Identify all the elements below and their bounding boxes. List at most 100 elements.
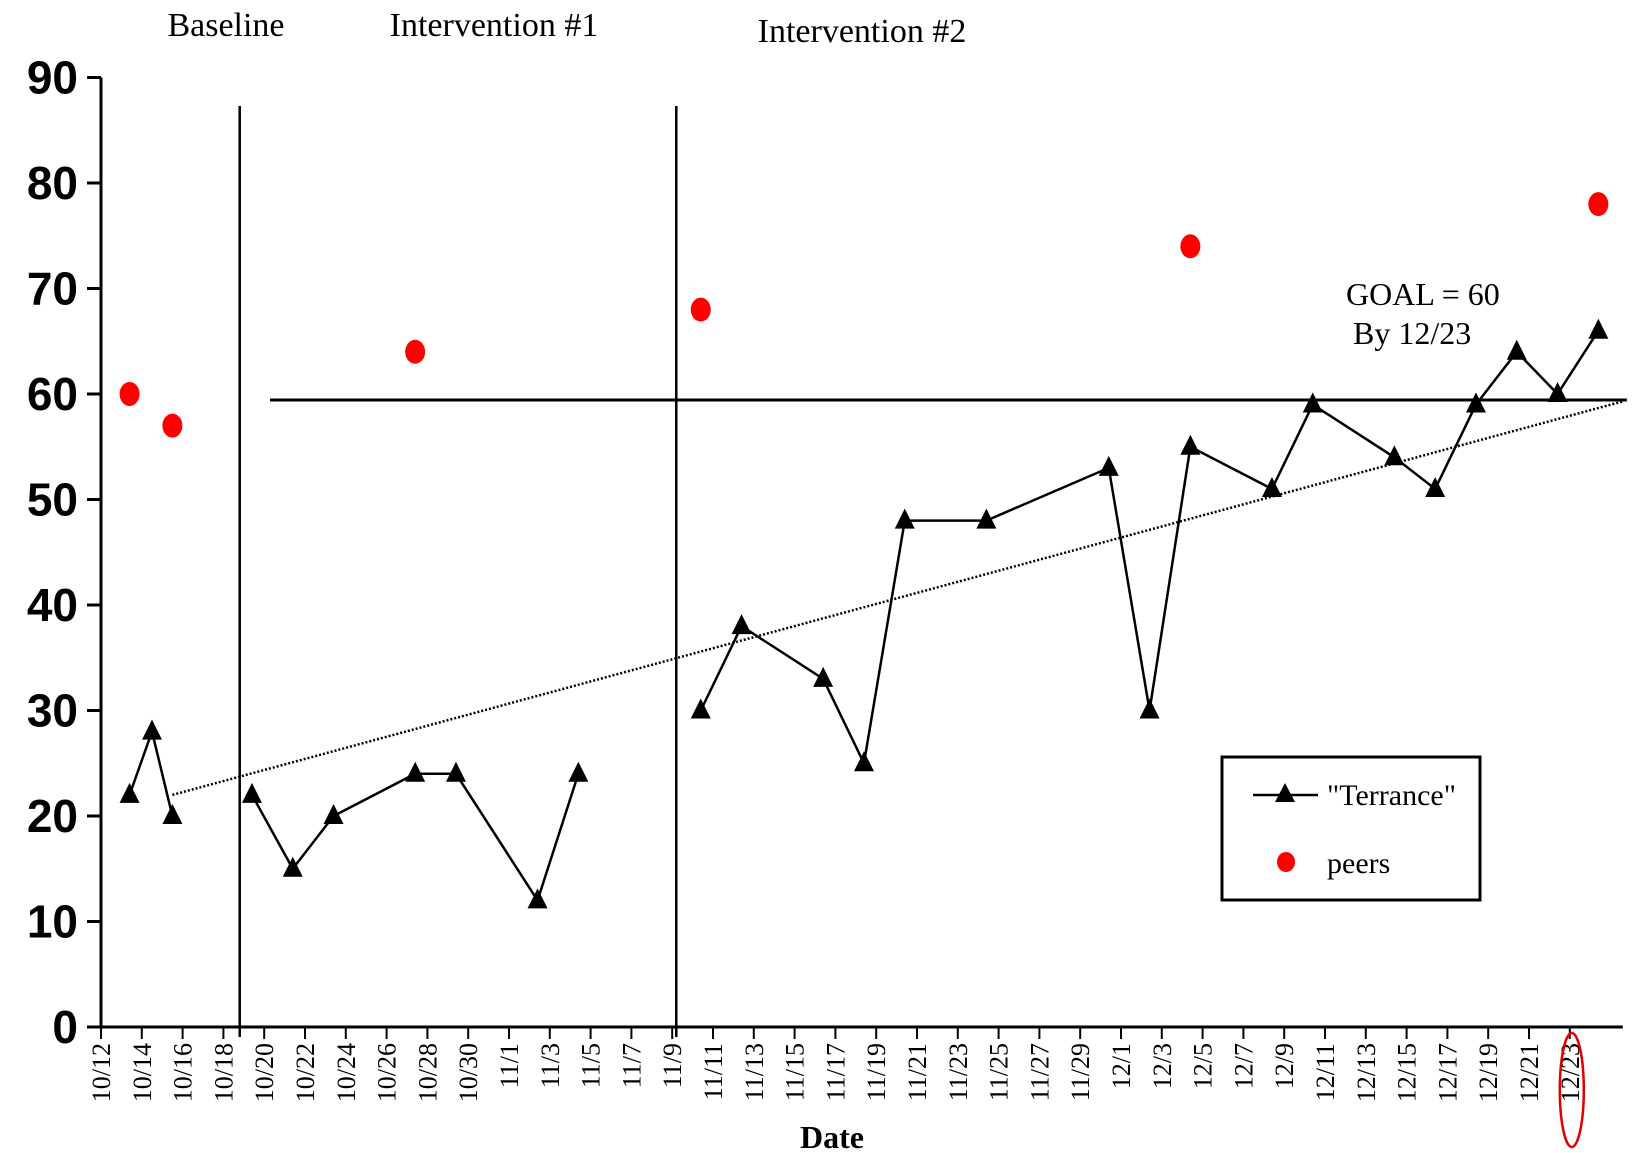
x-tick-label: 11/11 [699,1043,728,1100]
x-tick-label: 12/21 [1515,1043,1544,1102]
terrance-series-line [250,772,580,904]
terrance-point [1384,445,1405,466]
terrance-series-line [699,330,1600,768]
terrance-point [445,761,466,782]
goal-date-text: By 12/23 [1353,315,1471,351]
trend-line [172,400,1624,797]
terrance-point [894,508,915,529]
y-tick-label: 60 [27,368,78,420]
peers-point [1588,192,1609,217]
terrance-point [1302,392,1323,413]
terrance-point [162,804,183,824]
x-tick-label: 10/28 [413,1043,442,1102]
peers-point [162,413,183,438]
legend-terrance-marker [1275,783,1295,802]
terrance-point [976,508,997,529]
x-axis-label: Date [800,1119,864,1153]
peers-point [1180,234,1201,259]
x-tick-label: 10/18 [209,1043,238,1102]
terrance-point [1547,382,1568,402]
x-tick-label: 12/11 [1311,1043,1340,1101]
phase-label: Baseline [167,7,284,44]
phase-label: Intervention #2 [758,13,967,50]
terrance-point [1139,698,1160,719]
x-tick-label: 10/26 [373,1043,402,1102]
x-tick-label: 12/9 [1270,1043,1299,1089]
y-tick-label: 20 [27,790,78,842]
x-tick-label: 10/20 [250,1043,279,1102]
x-tick-label: 11/1 [495,1043,524,1088]
x-tick-label: 11/5 [577,1043,606,1088]
goal-text: GOAL = 60 [1346,276,1500,312]
terrance-point [731,614,752,635]
y-tick-label: 10 [27,896,78,948]
terrance-point [1261,476,1282,497]
terrance-point [1465,392,1486,413]
y-tick-label: 70 [27,263,78,315]
x-tick-label: 11/15 [781,1043,810,1101]
peers-point [405,339,426,364]
terrance-point [1425,476,1446,497]
x-tick-label: 12/1 [1107,1043,1136,1089]
x-tick-label: 10/12 [87,1043,116,1102]
x-tick-label: 12/19 [1474,1043,1503,1102]
y-tick-label: 80 [27,157,78,209]
axes: 0 10 20 30 40 50 60 70 80 90 10/12 10/14 10/16 10/18 1… [27,52,1623,1149]
x-tick-label: 12/5 [1189,1043,1218,1089]
terrance-series-line [128,727,174,817]
legend-box [1220,755,1482,902]
x-tick-label: 11/13 [740,1043,769,1101]
highlight-ellipse [1558,1031,1586,1149]
x-tick-label: 11/7 [617,1043,646,1088]
terrance-point [1588,318,1609,339]
terrance-point [1098,455,1119,476]
series-layer [119,192,1609,909]
legend-terrance-label: "Terrance" [1327,779,1456,812]
x-tick-label: 11/23 [944,1043,973,1101]
phase-lines [238,106,678,1037]
terrance-point [853,751,874,772]
peers-point [690,297,711,322]
x-tick-label: 10/30 [454,1043,483,1102]
x-tick-label: 12/3 [1148,1043,1177,1089]
y-tick-label: 40 [27,579,78,631]
text-layer: Date GOAL = 60 By 12/23 Baseline Interven… [167,7,1499,1153]
trend-layer [172,400,1624,797]
x-tick-label: 11/9 [658,1043,687,1088]
x-tick-label: 11/3 [536,1043,565,1088]
terrance-point [813,666,834,687]
x-tick-label: 11/17 [821,1043,850,1101]
x-tick-label: 11/29 [1066,1043,1095,1101]
x-tick-label: 10/16 [169,1043,198,1102]
x-tick-label: 12/7 [1229,1043,1258,1089]
terrance-point [1180,434,1201,455]
terrance-point [142,719,162,740]
terrance-point [1506,339,1527,360]
x-tick-label: 11/27 [1025,1043,1054,1101]
terrance-point [568,761,589,782]
x-tick-label: 10/24 [332,1043,361,1102]
phase-label: Intervention #1 [390,7,599,44]
x-tick-label: 11/25 [985,1043,1014,1101]
terrance-point [282,856,303,877]
terrance-point [241,782,262,803]
legend-peers-marker [1277,852,1295,872]
legend-peers-label: peers [1327,847,1390,880]
y-tick-label: 0 [52,1001,78,1053]
x-tick-label: 12/15 [1393,1043,1422,1102]
x-tick-label: 12/13 [1352,1043,1381,1102]
x-tick-label: 12/17 [1433,1043,1462,1102]
terrance-point [527,888,548,909]
x-tick-label: 11/19 [862,1043,891,1101]
x-tick-label: 10/22 [291,1043,320,1102]
terrance-point [690,698,711,719]
legend: "Terrance" peers [1220,755,1482,902]
terrance-point [323,804,344,824]
x-tick-label: 11/21 [903,1043,932,1101]
y-tick-label: 90 [27,52,78,104]
x-tick-label: 10/14 [128,1043,157,1102]
terrance-point [119,782,140,803]
terrance-point [405,761,426,782]
y-tick-label: 50 [27,474,78,526]
